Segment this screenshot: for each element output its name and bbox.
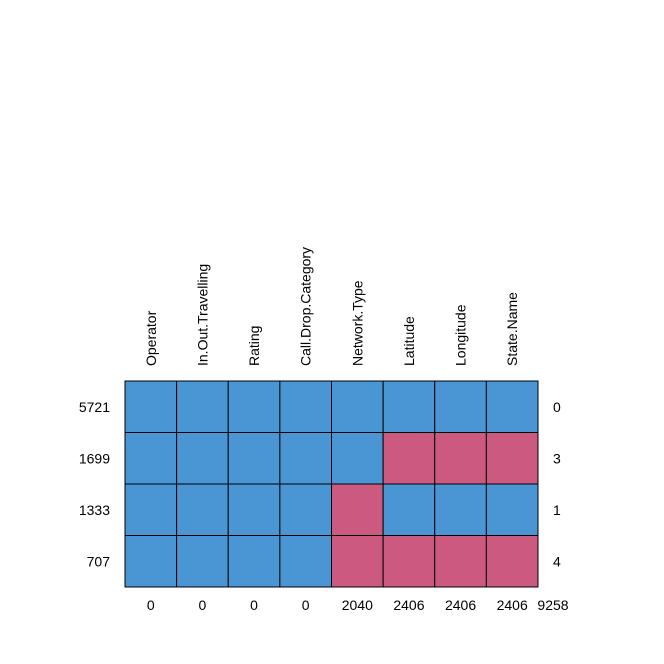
- pattern-cell-r2-c2: [176, 432, 229, 485]
- column-total-3: 0: [250, 597, 258, 613]
- column-label-1: Operator: [143, 310, 159, 366]
- row-frequency-4: 707: [87, 553, 111, 569]
- pattern-cell-r1-c4: [279, 380, 332, 433]
- column-total-2: 0: [199, 597, 207, 613]
- pattern-cell-r3-c1: [124, 483, 178, 536]
- pattern-cell-r4-c6: [382, 535, 436, 588]
- row-frequency-3: 1333: [79, 502, 110, 518]
- column-label-7: Longitude: [453, 304, 469, 366]
- pattern-cell-r3-c3: [227, 483, 281, 536]
- column-label-3: Rating: [246, 326, 262, 366]
- pattern-cell-r1-c5: [331, 380, 384, 433]
- row-frequency-labels: 5721 1699 1333 707: [79, 399, 110, 570]
- pattern-cell-r4-c8: [485, 535, 539, 588]
- row-missing-count-2: 3: [553, 450, 561, 466]
- pattern-cell-r3-c7: [434, 483, 487, 536]
- pattern-cell-r2-c5: [331, 432, 384, 485]
- pattern-cell-r1-c1: [124, 380, 178, 433]
- column-total-1: 0: [147, 597, 155, 613]
- pattern-cell-r3-c8: [485, 483, 539, 536]
- row-missing-count-4: 4: [553, 553, 561, 569]
- column-label-2: In.Out.Travelling: [194, 264, 210, 366]
- column-label-5: Network.Type: [349, 280, 365, 366]
- row-frequency-1: 5721: [79, 399, 110, 415]
- pattern-cell-r1-c7: [434, 380, 487, 433]
- pattern-cell-r1-c3: [227, 380, 281, 433]
- pattern-cell-r1-c6: [382, 380, 436, 433]
- column-labels: Operator In.Out.Travelling Rating Call.Drop…: [143, 247, 520, 366]
- pattern-cell-r2-c6: [382, 432, 436, 485]
- column-label-6: Latitude: [401, 316, 417, 366]
- pattern-cell-r2-c7: [434, 432, 487, 485]
- column-total-6: 2406: [393, 597, 424, 613]
- pattern-cells: [124, 380, 539, 588]
- pattern-cell-r2-c1: [124, 432, 178, 485]
- column-label-8: State.Name: [504, 292, 520, 366]
- pattern-cell-r4-c2: [176, 535, 229, 588]
- column-total-8: 2406: [497, 597, 528, 613]
- pattern-cell-r1-c8: [485, 380, 539, 433]
- pattern-cell-r4-c3: [227, 535, 281, 588]
- column-total-5: 2040: [342, 597, 373, 613]
- pattern-cell-r1-c2: [176, 380, 229, 433]
- pattern-cell-r2-c4: [279, 432, 332, 485]
- pattern-cell-r3-c4: [279, 483, 332, 536]
- pattern-cell-r2-c3: [227, 432, 281, 485]
- row-missing-count-3: 1: [553, 502, 561, 518]
- pattern-cell-r2-c8: [485, 432, 539, 485]
- pattern-cell-r4-c7: [434, 535, 487, 588]
- row-frequency-2: 1699: [79, 450, 110, 466]
- column-missing-totals: 0 0 0 0 2040 2406 2406 2406 9258: [147, 597, 569, 613]
- pattern-cell-r3-c2: [176, 483, 229, 536]
- row-missing-count-1: 0: [553, 399, 561, 415]
- pattern-cell-r3-c5: [331, 483, 384, 536]
- pattern-cell-r4-c4: [279, 535, 332, 588]
- pattern-cell-r4-c1: [124, 535, 178, 588]
- column-total-7: 2406: [445, 597, 476, 613]
- row-missing-count-labels: 0 3 1 4: [553, 399, 561, 570]
- column-label-4: Call.Drop.Category: [298, 247, 314, 366]
- total-missing: 9258: [537, 597, 568, 613]
- pattern-cell-r4-c5: [331, 535, 384, 588]
- column-total-4: 0: [302, 597, 310, 613]
- pattern-cell-r3-c6: [382, 483, 436, 536]
